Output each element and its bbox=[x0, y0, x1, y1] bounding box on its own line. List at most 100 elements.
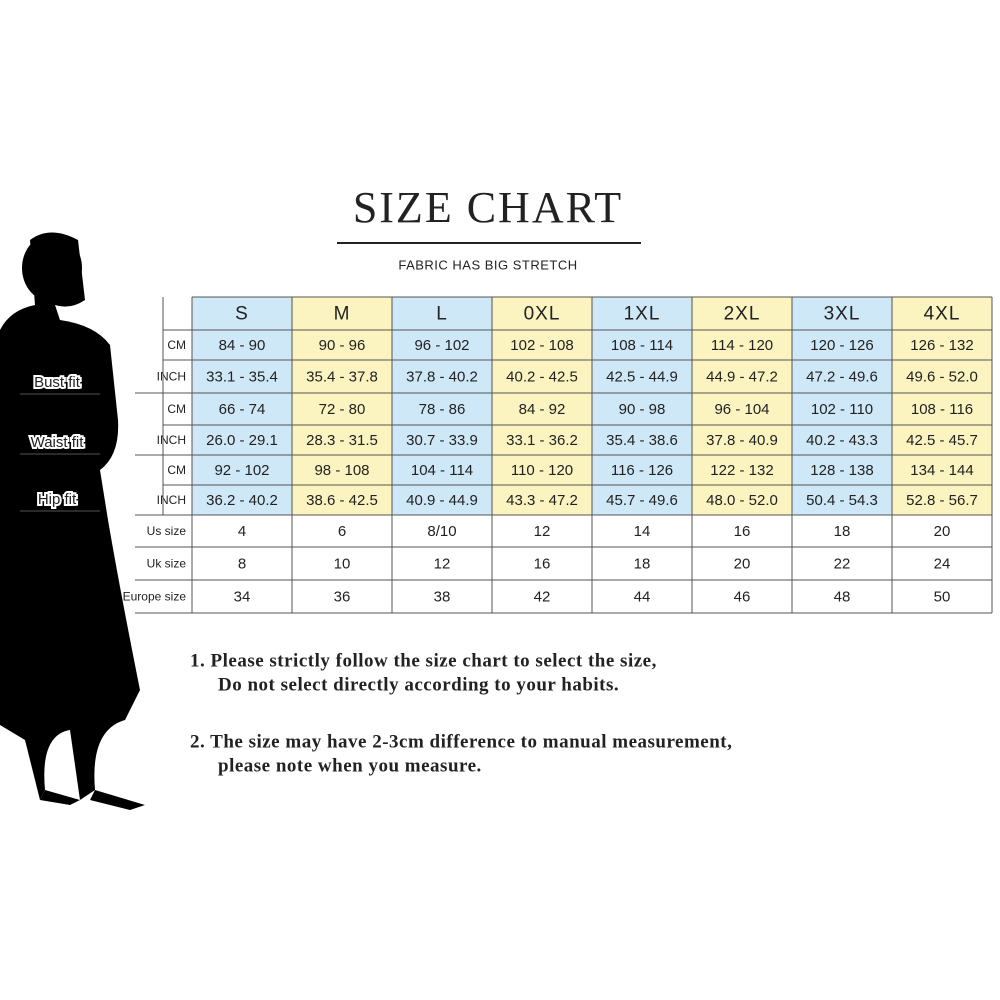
cell-bg bbox=[792, 393, 892, 425]
cell: 24 bbox=[934, 555, 951, 572]
note-line: Do not select directly according to your… bbox=[218, 674, 619, 695]
cell: 90 - 98 bbox=[619, 401, 666, 418]
cell: 66 - 74 bbox=[219, 401, 266, 418]
cell: 40.9 - 44.9 bbox=[406, 492, 478, 509]
cell: 4 bbox=[238, 523, 246, 540]
cell: 102 - 110 bbox=[811, 401, 873, 418]
size-header: M bbox=[334, 304, 351, 325]
cell-bg bbox=[292, 485, 392, 515]
cell-bg bbox=[592, 393, 692, 425]
cell-bg bbox=[392, 547, 492, 580]
cell: 12 bbox=[534, 523, 551, 540]
cell: 37.8 - 40.2 bbox=[406, 368, 478, 385]
cell: 42.5 - 45.7 bbox=[906, 432, 978, 449]
cell-bg bbox=[792, 455, 892, 485]
cell: 114 - 120 bbox=[711, 337, 773, 354]
cell: 36.2 - 40.2 bbox=[206, 492, 278, 509]
cell-bg bbox=[792, 515, 892, 547]
cell-bg bbox=[292, 580, 392, 613]
cell: 49.6 - 52.0 bbox=[906, 368, 978, 385]
silhouette bbox=[0, 232, 145, 810]
row-label: CM bbox=[167, 402, 186, 416]
cell: 18 bbox=[634, 555, 651, 572]
cell-bg bbox=[692, 547, 792, 580]
note-line: please note when you measure. bbox=[218, 755, 482, 776]
cell-bg bbox=[192, 360, 292, 393]
notes: 1. Please strictly follow the size chart… bbox=[190, 650, 732, 776]
cell: 38 bbox=[434, 588, 451, 605]
cell-bg bbox=[392, 360, 492, 393]
cell: 90 - 96 bbox=[319, 337, 366, 354]
cell: 16 bbox=[534, 555, 551, 572]
cell: 20 bbox=[734, 555, 751, 572]
cell-bg bbox=[292, 547, 392, 580]
cell: 35.4 - 38.6 bbox=[606, 432, 678, 449]
cell: 37.8 - 40.9 bbox=[706, 432, 778, 449]
cell-bg bbox=[692, 455, 792, 485]
cell: 44.9 - 47.2 bbox=[706, 368, 778, 385]
cell-bg bbox=[692, 515, 792, 547]
cell: 22 bbox=[834, 555, 851, 572]
size-header: 2XL bbox=[724, 304, 761, 325]
cell-bg bbox=[392, 393, 492, 425]
cell: 122 - 132 bbox=[710, 462, 773, 479]
cell: 96 - 102 bbox=[414, 337, 469, 354]
title: SIZE CHART bbox=[353, 183, 623, 232]
cell: 72 - 80 bbox=[319, 401, 366, 418]
cell-bg bbox=[792, 580, 892, 613]
side-label: Waist fit bbox=[31, 434, 85, 451]
cell-bg bbox=[592, 547, 692, 580]
cell-bg bbox=[192, 580, 292, 613]
cell-bg bbox=[292, 455, 392, 485]
row-label: CM bbox=[167, 338, 186, 352]
cell-bg bbox=[292, 425, 392, 455]
size-header-cell bbox=[592, 297, 692, 330]
size-header-cell bbox=[892, 297, 992, 330]
cell-bg bbox=[692, 580, 792, 613]
cell: 92 - 102 bbox=[214, 462, 269, 479]
cell: 108 - 116 bbox=[911, 401, 973, 418]
cell: 43.3 - 47.2 bbox=[506, 492, 578, 509]
cell-bg bbox=[192, 455, 292, 485]
cell: 134 - 144 bbox=[910, 462, 973, 479]
cell-bg bbox=[592, 485, 692, 515]
cell: 116 - 126 bbox=[611, 462, 673, 479]
cell-bg bbox=[892, 393, 992, 425]
size-header: 4XL bbox=[924, 304, 961, 325]
cell-bg bbox=[592, 515, 692, 547]
size-header-cell bbox=[492, 297, 592, 330]
cell: 30.7 - 33.9 bbox=[406, 432, 478, 449]
cell-bg bbox=[792, 330, 892, 360]
cell: 128 - 138 bbox=[810, 462, 873, 479]
cell: 18 bbox=[834, 523, 851, 540]
cell: 6 bbox=[338, 523, 346, 540]
cell-bg bbox=[392, 330, 492, 360]
size-header: S bbox=[235, 304, 249, 325]
row-label: INCH bbox=[157, 370, 186, 384]
cell-bg bbox=[692, 485, 792, 515]
cell: 34 bbox=[234, 588, 251, 605]
cell-bg bbox=[692, 393, 792, 425]
size-header: L bbox=[436, 304, 448, 325]
cell-bg bbox=[192, 547, 292, 580]
cell-bg bbox=[292, 515, 392, 547]
row-label: INCH bbox=[157, 493, 186, 507]
cell: 50.4 - 54.3 bbox=[806, 492, 878, 509]
cell-bg bbox=[692, 425, 792, 455]
cell: 108 - 114 bbox=[611, 337, 673, 354]
cell-bg bbox=[192, 515, 292, 547]
cell: 33.1 - 36.2 bbox=[506, 432, 578, 449]
cell-bg bbox=[692, 360, 792, 393]
cell-bg bbox=[892, 425, 992, 455]
cell: 26.0 - 29.1 bbox=[206, 432, 278, 449]
cell-bg bbox=[692, 330, 792, 360]
size-header-cell bbox=[292, 297, 392, 330]
cell: 78 - 86 bbox=[419, 401, 466, 418]
row-label: INCH bbox=[157, 433, 186, 447]
cell: 35.4 - 37.8 bbox=[306, 368, 378, 385]
cell: 84 - 90 bbox=[219, 337, 266, 354]
cell-bg bbox=[892, 580, 992, 613]
cell-bg bbox=[392, 485, 492, 515]
cell-bg bbox=[792, 547, 892, 580]
cell: 28.3 - 31.5 bbox=[306, 432, 378, 449]
